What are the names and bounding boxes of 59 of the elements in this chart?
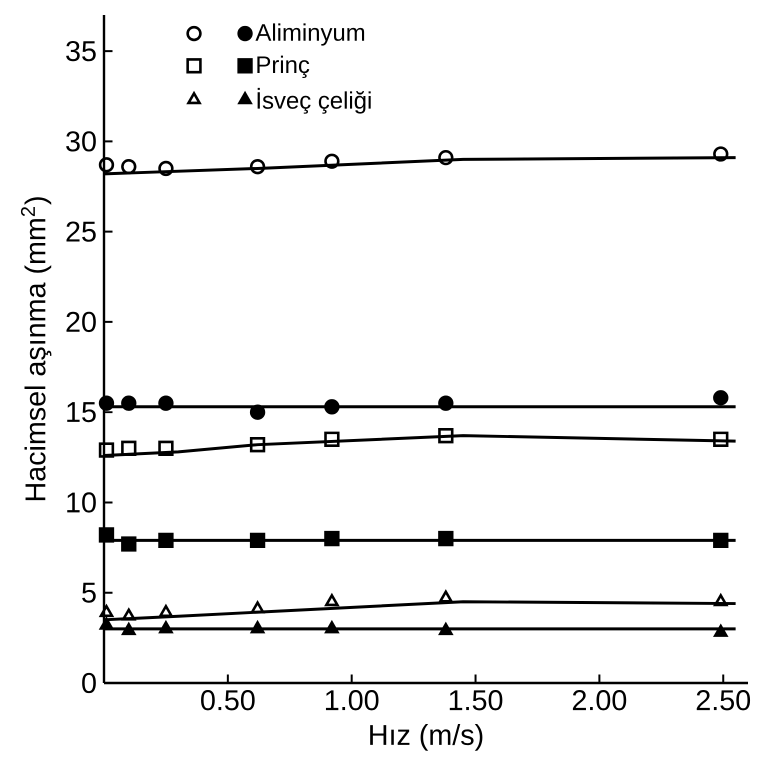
legend-label: Prinç [257, 56, 310, 78]
point [438, 150, 454, 166]
point [713, 432, 728, 447]
point [714, 624, 728, 637]
y-tick-label: 10 [67, 492, 96, 513]
point [250, 437, 266, 452]
y-tick-label: 25 [66, 221, 96, 242]
point [325, 621, 339, 634]
point [324, 399, 340, 414]
point [158, 395, 174, 411]
point [98, 527, 114, 543]
point [159, 621, 173, 634]
point [98, 395, 114, 411]
point [98, 157, 114, 173]
point [714, 594, 728, 606]
y-tick-label: 20 [66, 312, 96, 332]
legend-label: Aliminyum [255, 23, 364, 46]
point [439, 590, 453, 603]
x-tick-label: 1.00 [326, 690, 378, 710]
point [324, 154, 340, 169]
point [100, 618, 114, 630]
point [100, 604, 114, 618]
point [158, 160, 174, 176]
y-tick-label: 15 [67, 402, 96, 422]
x-tick-label: 2.50 [696, 690, 750, 710]
point [159, 604, 173, 618]
x-axis-title: Hız (m/s) [370, 724, 482, 751]
y-tick-label: 0 [82, 672, 96, 694]
point [121, 440, 136, 456]
y-tick-label: 35 [66, 40, 96, 62]
point [158, 440, 174, 456]
point [324, 530, 340, 546]
point [438, 428, 454, 444]
point [250, 404, 266, 420]
point [438, 530, 454, 546]
legend-label: İsveç çeliği [258, 88, 371, 114]
point [121, 395, 136, 411]
y-axis-title: Hacimsel aşınma (mm$^{2}$) [20, 197, 52, 500]
point [122, 622, 136, 636]
point [250, 158, 266, 174]
point [121, 536, 136, 552]
x-tick-label: 0.50 [201, 690, 255, 710]
x-tick-label: 2.00 [572, 690, 626, 710]
point [121, 158, 136, 174]
point [713, 390, 728, 406]
y-tick-label: 30 [66, 131, 96, 152]
point [713, 532, 728, 548]
y-tick-label: 5 [82, 582, 96, 603]
point [250, 621, 264, 634]
point [250, 532, 266, 548]
point [324, 432, 340, 447]
point [438, 395, 454, 411]
point [122, 608, 136, 621]
point [713, 146, 728, 162]
point [439, 622, 453, 636]
x-tick-label: 1.50 [450, 690, 502, 710]
point [325, 594, 339, 606]
point [250, 601, 264, 614]
point [158, 532, 174, 548]
